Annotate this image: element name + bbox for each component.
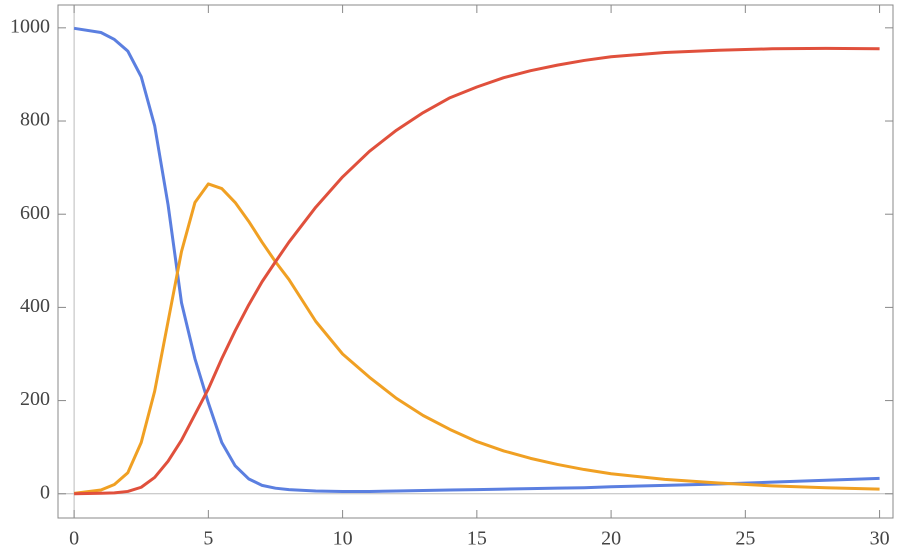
x-tick-label: 5 <box>203 528 213 550</box>
x-tick-label: 0 <box>69 528 79 550</box>
x-tick-label: 20 <box>601 528 621 550</box>
plot-frame <box>57 4 894 519</box>
y-tick-label: 800 <box>20 109 50 131</box>
x-tick-label: 10 <box>333 528 353 550</box>
y-tick-label: 0 <box>40 481 50 503</box>
y-tick-label: 200 <box>20 388 50 410</box>
x-tick-label: 25 <box>735 528 755 550</box>
series-line <box>73 182 880 495</box>
y-tick-label: 400 <box>20 295 50 317</box>
series-line <box>74 46 880 496</box>
series-line <box>73 26 880 493</box>
y-tick-label: 1000 <box>10 15 50 37</box>
x-tick-label: 15 <box>467 528 487 550</box>
y-tick-label: 600 <box>20 202 50 224</box>
x-tick-label: 30 <box>870 528 890 550</box>
